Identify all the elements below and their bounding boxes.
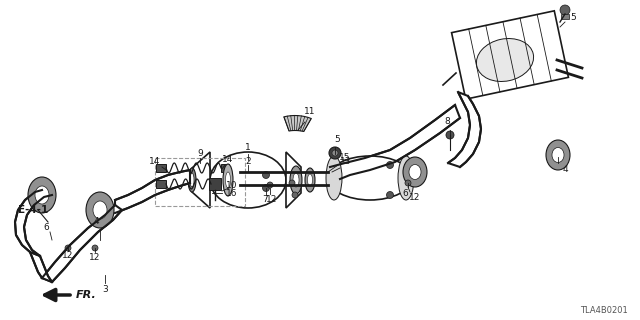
Ellipse shape (223, 164, 233, 196)
Polygon shape (15, 190, 52, 256)
Circle shape (560, 5, 570, 15)
Text: 5: 5 (334, 135, 340, 145)
Ellipse shape (476, 38, 534, 82)
Polygon shape (448, 92, 481, 167)
Text: 5: 5 (570, 13, 576, 22)
Ellipse shape (225, 172, 230, 188)
Bar (155, 158, 245, 206)
Ellipse shape (93, 201, 107, 219)
Circle shape (332, 150, 338, 156)
Text: 9: 9 (197, 148, 203, 157)
Text: TLA4B0201: TLA4B0201 (580, 306, 628, 315)
Text: 11: 11 (304, 108, 316, 116)
Text: 6: 6 (43, 223, 49, 233)
Polygon shape (30, 252, 52, 282)
Text: 15: 15 (339, 154, 351, 163)
Text: 16: 16 (227, 189, 237, 198)
Text: 14: 14 (222, 156, 234, 164)
Text: 12: 12 (62, 251, 74, 260)
Ellipse shape (546, 140, 570, 170)
Circle shape (267, 182, 273, 188)
Text: FR.: FR. (76, 290, 97, 300)
Circle shape (387, 162, 394, 169)
Polygon shape (452, 11, 568, 99)
Text: 12: 12 (90, 253, 100, 262)
Circle shape (405, 180, 411, 186)
Ellipse shape (307, 174, 312, 186)
Circle shape (387, 191, 394, 198)
Ellipse shape (293, 173, 299, 187)
Circle shape (65, 245, 71, 251)
Ellipse shape (326, 156, 342, 200)
Circle shape (292, 192, 298, 198)
Text: 1: 1 (245, 143, 251, 153)
Polygon shape (42, 205, 122, 282)
Polygon shape (115, 170, 190, 213)
Polygon shape (286, 152, 301, 208)
Circle shape (446, 131, 454, 139)
Text: 12: 12 (410, 194, 420, 203)
Ellipse shape (28, 177, 56, 213)
Polygon shape (192, 152, 210, 208)
Text: 4: 4 (93, 218, 99, 227)
Text: 7: 7 (262, 196, 268, 204)
Text: 8: 8 (444, 117, 450, 126)
Text: 6: 6 (402, 188, 408, 197)
Ellipse shape (188, 168, 196, 192)
Text: 12: 12 (266, 196, 278, 204)
Ellipse shape (210, 152, 286, 208)
Ellipse shape (35, 186, 49, 204)
Text: E-4-1: E-4-1 (18, 205, 48, 215)
Circle shape (92, 245, 98, 251)
Bar (561, 14, 569, 19)
Ellipse shape (305, 168, 315, 192)
Text: 14: 14 (149, 157, 161, 166)
Bar (156, 180, 166, 188)
Circle shape (262, 172, 269, 179)
Ellipse shape (398, 156, 414, 200)
Bar (156, 164, 166, 172)
Ellipse shape (190, 173, 194, 187)
Circle shape (262, 185, 269, 191)
Ellipse shape (552, 148, 564, 163)
Ellipse shape (328, 156, 412, 200)
Ellipse shape (409, 164, 421, 180)
Text: 4: 4 (562, 165, 568, 174)
Bar (221, 164, 229, 172)
Text: 13: 13 (340, 157, 352, 166)
Text: 10: 10 (227, 180, 237, 189)
Circle shape (289, 180, 295, 186)
Text: 2: 2 (245, 157, 251, 166)
Ellipse shape (86, 192, 114, 228)
Polygon shape (284, 116, 311, 132)
Circle shape (329, 147, 341, 159)
Polygon shape (330, 105, 460, 179)
Text: 3: 3 (102, 285, 108, 294)
Ellipse shape (290, 166, 302, 194)
Ellipse shape (403, 157, 427, 187)
Bar (209, 178, 221, 190)
